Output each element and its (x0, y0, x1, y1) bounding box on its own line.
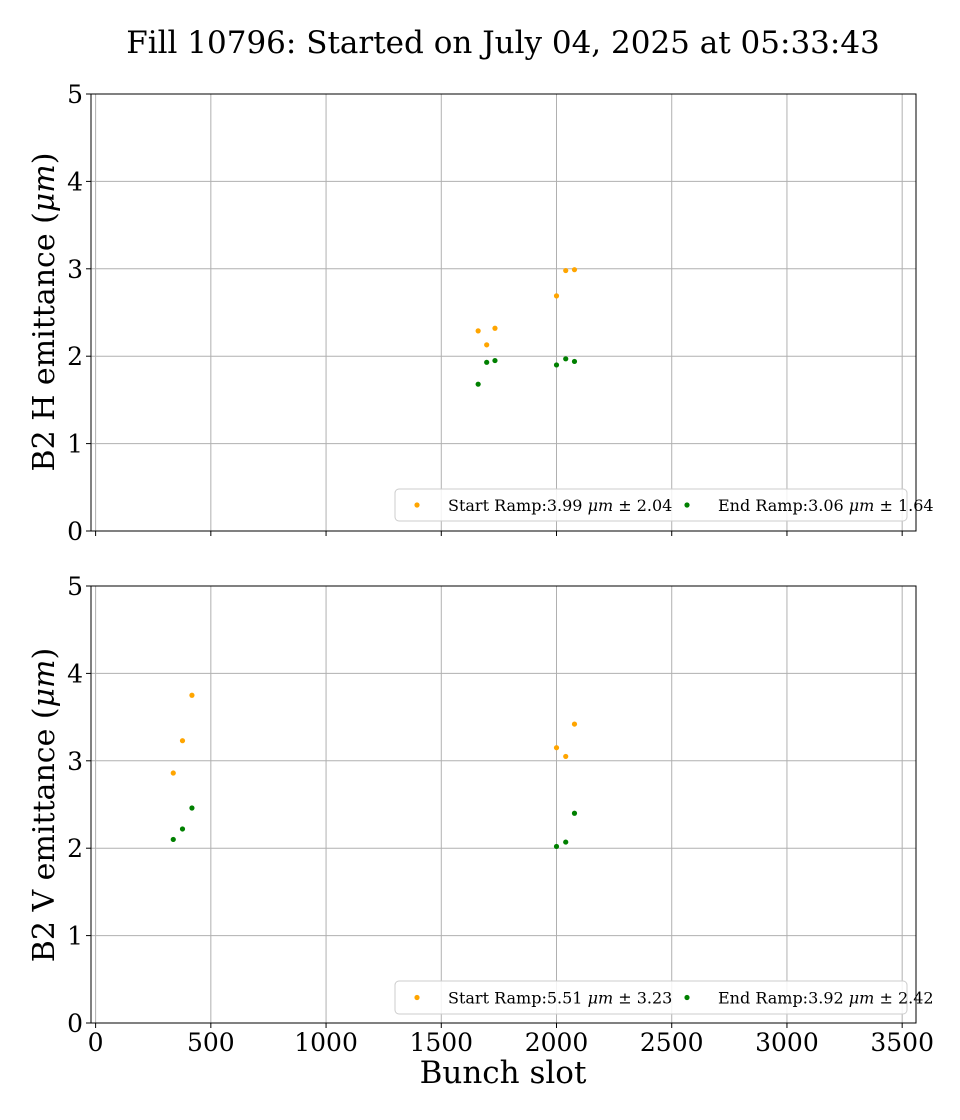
bottom-x-tick-label: 2500 (640, 1028, 704, 1057)
bottom-start-ramp-point (563, 753, 569, 760)
bottom-legend-marker-start (414, 994, 420, 1001)
bottom-panel-b2-v: B2 V emittance (μm) Bunch slot 0 500 1000 1… (27, 572, 934, 1091)
x-axis-label: Bunch slot (420, 1055, 587, 1091)
top-end-ramp-point (563, 356, 569, 362)
bottom-end-ramp-point (571, 810, 578, 816)
bottom-legend-label-start: Start Ramp:5.51 μm ± 3.23 (448, 989, 672, 1008)
top-y-tick-label: 5 (67, 80, 83, 109)
bottom-x-tick-label: 500 (187, 1028, 235, 1057)
bottom-x-tick-label: 2000 (525, 1028, 589, 1057)
top-legend-label-end: End Ramp:3.06 μm ± 1.64 (718, 496, 934, 515)
bottom-legend (394, 980, 908, 1015)
top-y-tick-label: 3 (67, 255, 83, 284)
bottom-start-ramp-point (553, 745, 560, 751)
bottom-end-ramp-point (179, 826, 186, 832)
bottom-y-tick-label: 4 (67, 659, 83, 688)
bottom-x-tick-label: 3000 (755, 1028, 819, 1057)
top-end-ramp-point (484, 359, 490, 365)
top-legend (394, 488, 908, 522)
bottom-x-tick-label: 1500 (409, 1028, 473, 1057)
top-end-ramp-point (492, 357, 498, 364)
top-plot-frame (90, 93, 917, 532)
top-end-ramp-point (475, 381, 481, 387)
top-y-tick-label: 0 (67, 517, 83, 546)
top-end-ramp-point (553, 362, 560, 368)
bottom-y-axis-label: B2 V emittance (μm) (27, 648, 62, 962)
bottom-start-ramp-point (571, 721, 578, 727)
top-start-ramp-point (492, 325, 498, 331)
bottom-y-tick-label: 0 (67, 1009, 83, 1038)
top-legend-label-start: Start Ramp:3.99 μm ± 2.04 (448, 496, 672, 515)
top-y-tick-label: 4 (67, 167, 83, 196)
bottom-start-ramp-point (179, 738, 186, 744)
bottom-y-tick-label: 5 (67, 572, 83, 601)
top-start-ramp-point (475, 328, 481, 334)
bottom-y-tick-label: 2 (67, 834, 83, 863)
top-end-ramp-point (571, 358, 578, 365)
bottom-end-ramp-point (170, 836, 176, 843)
top-legend-marker-end (684, 502, 690, 508)
top-y-axis-label: B2 H emittance (μm) (27, 153, 62, 472)
top-legend-marker-start (414, 502, 420, 508)
bottom-x-tick-label: 0 (88, 1028, 104, 1057)
top-y-tick-label: 2 (67, 342, 83, 371)
bottom-start-ramp-point (189, 692, 195, 698)
top-start-ramp-point (563, 267, 569, 274)
bottom-end-ramp-point (563, 839, 569, 845)
top-panel-b2-h: B2 H emittance (μm) 0 1 2 3 4 5 Start Ramp:3.9… (27, 80, 934, 546)
top-start-ramp-point (484, 342, 490, 348)
bottom-y-tick-label: 1 (67, 922, 83, 951)
bottom-legend-marker-end (684, 994, 690, 1001)
bottom-start-ramp-point (170, 770, 176, 776)
top-start-ramp-point (553, 293, 560, 299)
bottom-plot-frame (90, 585, 917, 1024)
bottom-end-ramp-point (189, 805, 195, 811)
bottom-x-tick-label: 3500 (870, 1028, 934, 1057)
bottom-end-ramp-point (553, 843, 560, 850)
bottom-legend-label-end: End Ramp:3.92 μm ± 2.42 (718, 989, 934, 1008)
figure-title: Fill 10796: Started on July 04, 2025 at … (126, 25, 880, 61)
top-y-tick-label: 1 (67, 430, 83, 459)
bottom-y-tick-label: 3 (67, 747, 83, 776)
bottom-x-tick-label: 1000 (294, 1028, 358, 1057)
top-start-ramp-point (571, 267, 578, 273)
